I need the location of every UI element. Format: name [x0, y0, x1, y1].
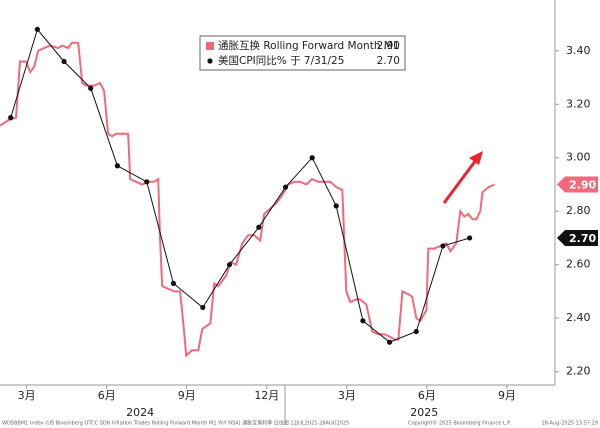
y-tick-label: 3.40: [566, 44, 591, 57]
legend-value: 2.90: [377, 40, 400, 52]
year-label: 2024: [126, 406, 154, 419]
y-tick-label: 2.80: [566, 204, 591, 217]
x-tick-label: 12月: [254, 389, 279, 402]
y-tick-label: 2.40: [566, 311, 591, 324]
footer-copyright: Copyright© 2025 Bloomberg Finance L.P.: [408, 420, 511, 427]
point: [256, 224, 262, 230]
point: [413, 328, 419, 335]
legend-value: 2.70: [377, 55, 400, 67]
point: [467, 235, 473, 241]
legend-box: [199, 35, 406, 71]
legend-label: 美国CPI同比% 于 7/31/25: [218, 54, 344, 67]
point: [61, 58, 67, 65]
legend-marker: [207, 58, 213, 64]
point: [34, 26, 40, 33]
y-tick-label: 3.20: [566, 97, 591, 110]
point: [333, 203, 339, 209]
point: [114, 163, 121, 169]
point: [360, 318, 366, 324]
last-value-tag: [557, 176, 598, 193]
point: [200, 304, 206, 311]
point: [282, 184, 289, 190]
arrow-head: [469, 151, 483, 165]
legend: 通胀互换 Rolling Forward Month M12.90 美国CPI同比…: [199, 35, 406, 71]
x-tick-label: 6月: [98, 389, 116, 402]
x-tick-label: 6月: [418, 389, 436, 402]
y-tick-label: 2.20: [566, 365, 591, 378]
point: [170, 280, 177, 287]
footer-date: 28-Aug-2025 13:57:29: [542, 421, 598, 427]
y-tick-label: 2.60: [566, 258, 591, 271]
point: [226, 262, 233, 268]
point: [440, 243, 446, 249]
x-tick-label: 3月: [338, 389, 356, 402]
y-tick-label: 3.00: [566, 151, 591, 164]
last-value-label: 2.70: [569, 232, 596, 245]
year-label: 2025: [410, 406, 438, 419]
point: [144, 179, 150, 185]
point: [88, 85, 94, 91]
last-value-tag: [557, 229, 598, 246]
point: [386, 339, 393, 345]
series-line: [10, 28, 470, 343]
x-tick-label: 9月: [498, 389, 516, 402]
point: [309, 155, 315, 161]
annotation-arrow: [442, 151, 483, 204]
x-tick-label: 3月: [18, 389, 36, 402]
last-value-label: 2.90: [569, 178, 596, 191]
legend-swatch: [206, 42, 214, 50]
footer-source: WDSBBM1 Index (US Bloomberg OTCC SDR Inf…: [2, 420, 349, 427]
arrow-shaft: [442, 159, 478, 204]
point: [8, 115, 14, 121]
x-tick-label: 9月: [178, 389, 196, 402]
legend-label: 通胀互换 Rolling Forward Month M1: [218, 39, 400, 52]
